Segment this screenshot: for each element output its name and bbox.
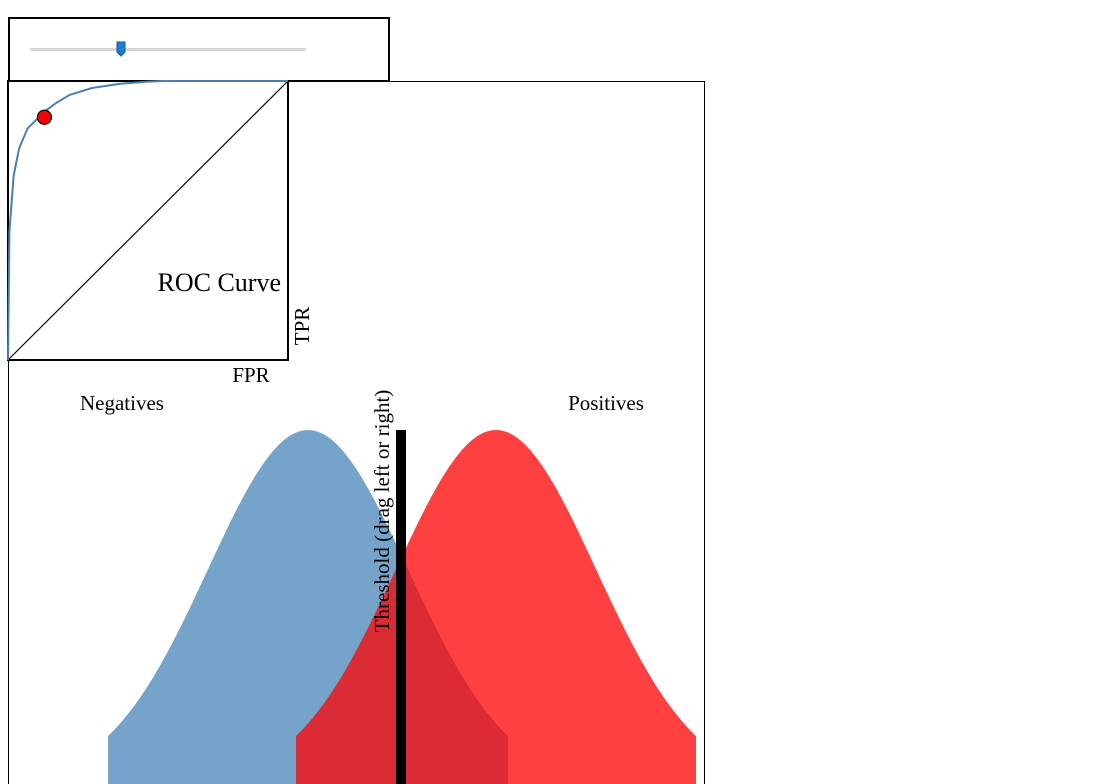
threshold-line[interactable] xyxy=(396,430,406,784)
roc-curve xyxy=(7,80,288,361)
roc-xlabel: FPR xyxy=(232,363,269,387)
distribution-panel xyxy=(8,81,705,784)
threshold-label: Threshold (drag left or right) xyxy=(370,390,394,633)
slider-thumb[interactable] xyxy=(116,41,126,57)
threshold-slider-panel xyxy=(8,17,390,82)
positives-label: Positives xyxy=(568,391,644,415)
roc-title: ROC Curve xyxy=(158,268,282,297)
slider-track[interactable] xyxy=(30,48,306,51)
roc-diagonal xyxy=(7,80,289,361)
negatives-label: Negatives xyxy=(80,391,164,415)
roc-panel: ROC Curve FPR TPR xyxy=(7,80,314,387)
roc-ylabel: TPR xyxy=(290,307,314,346)
roc-operating-point xyxy=(36,109,53,125)
